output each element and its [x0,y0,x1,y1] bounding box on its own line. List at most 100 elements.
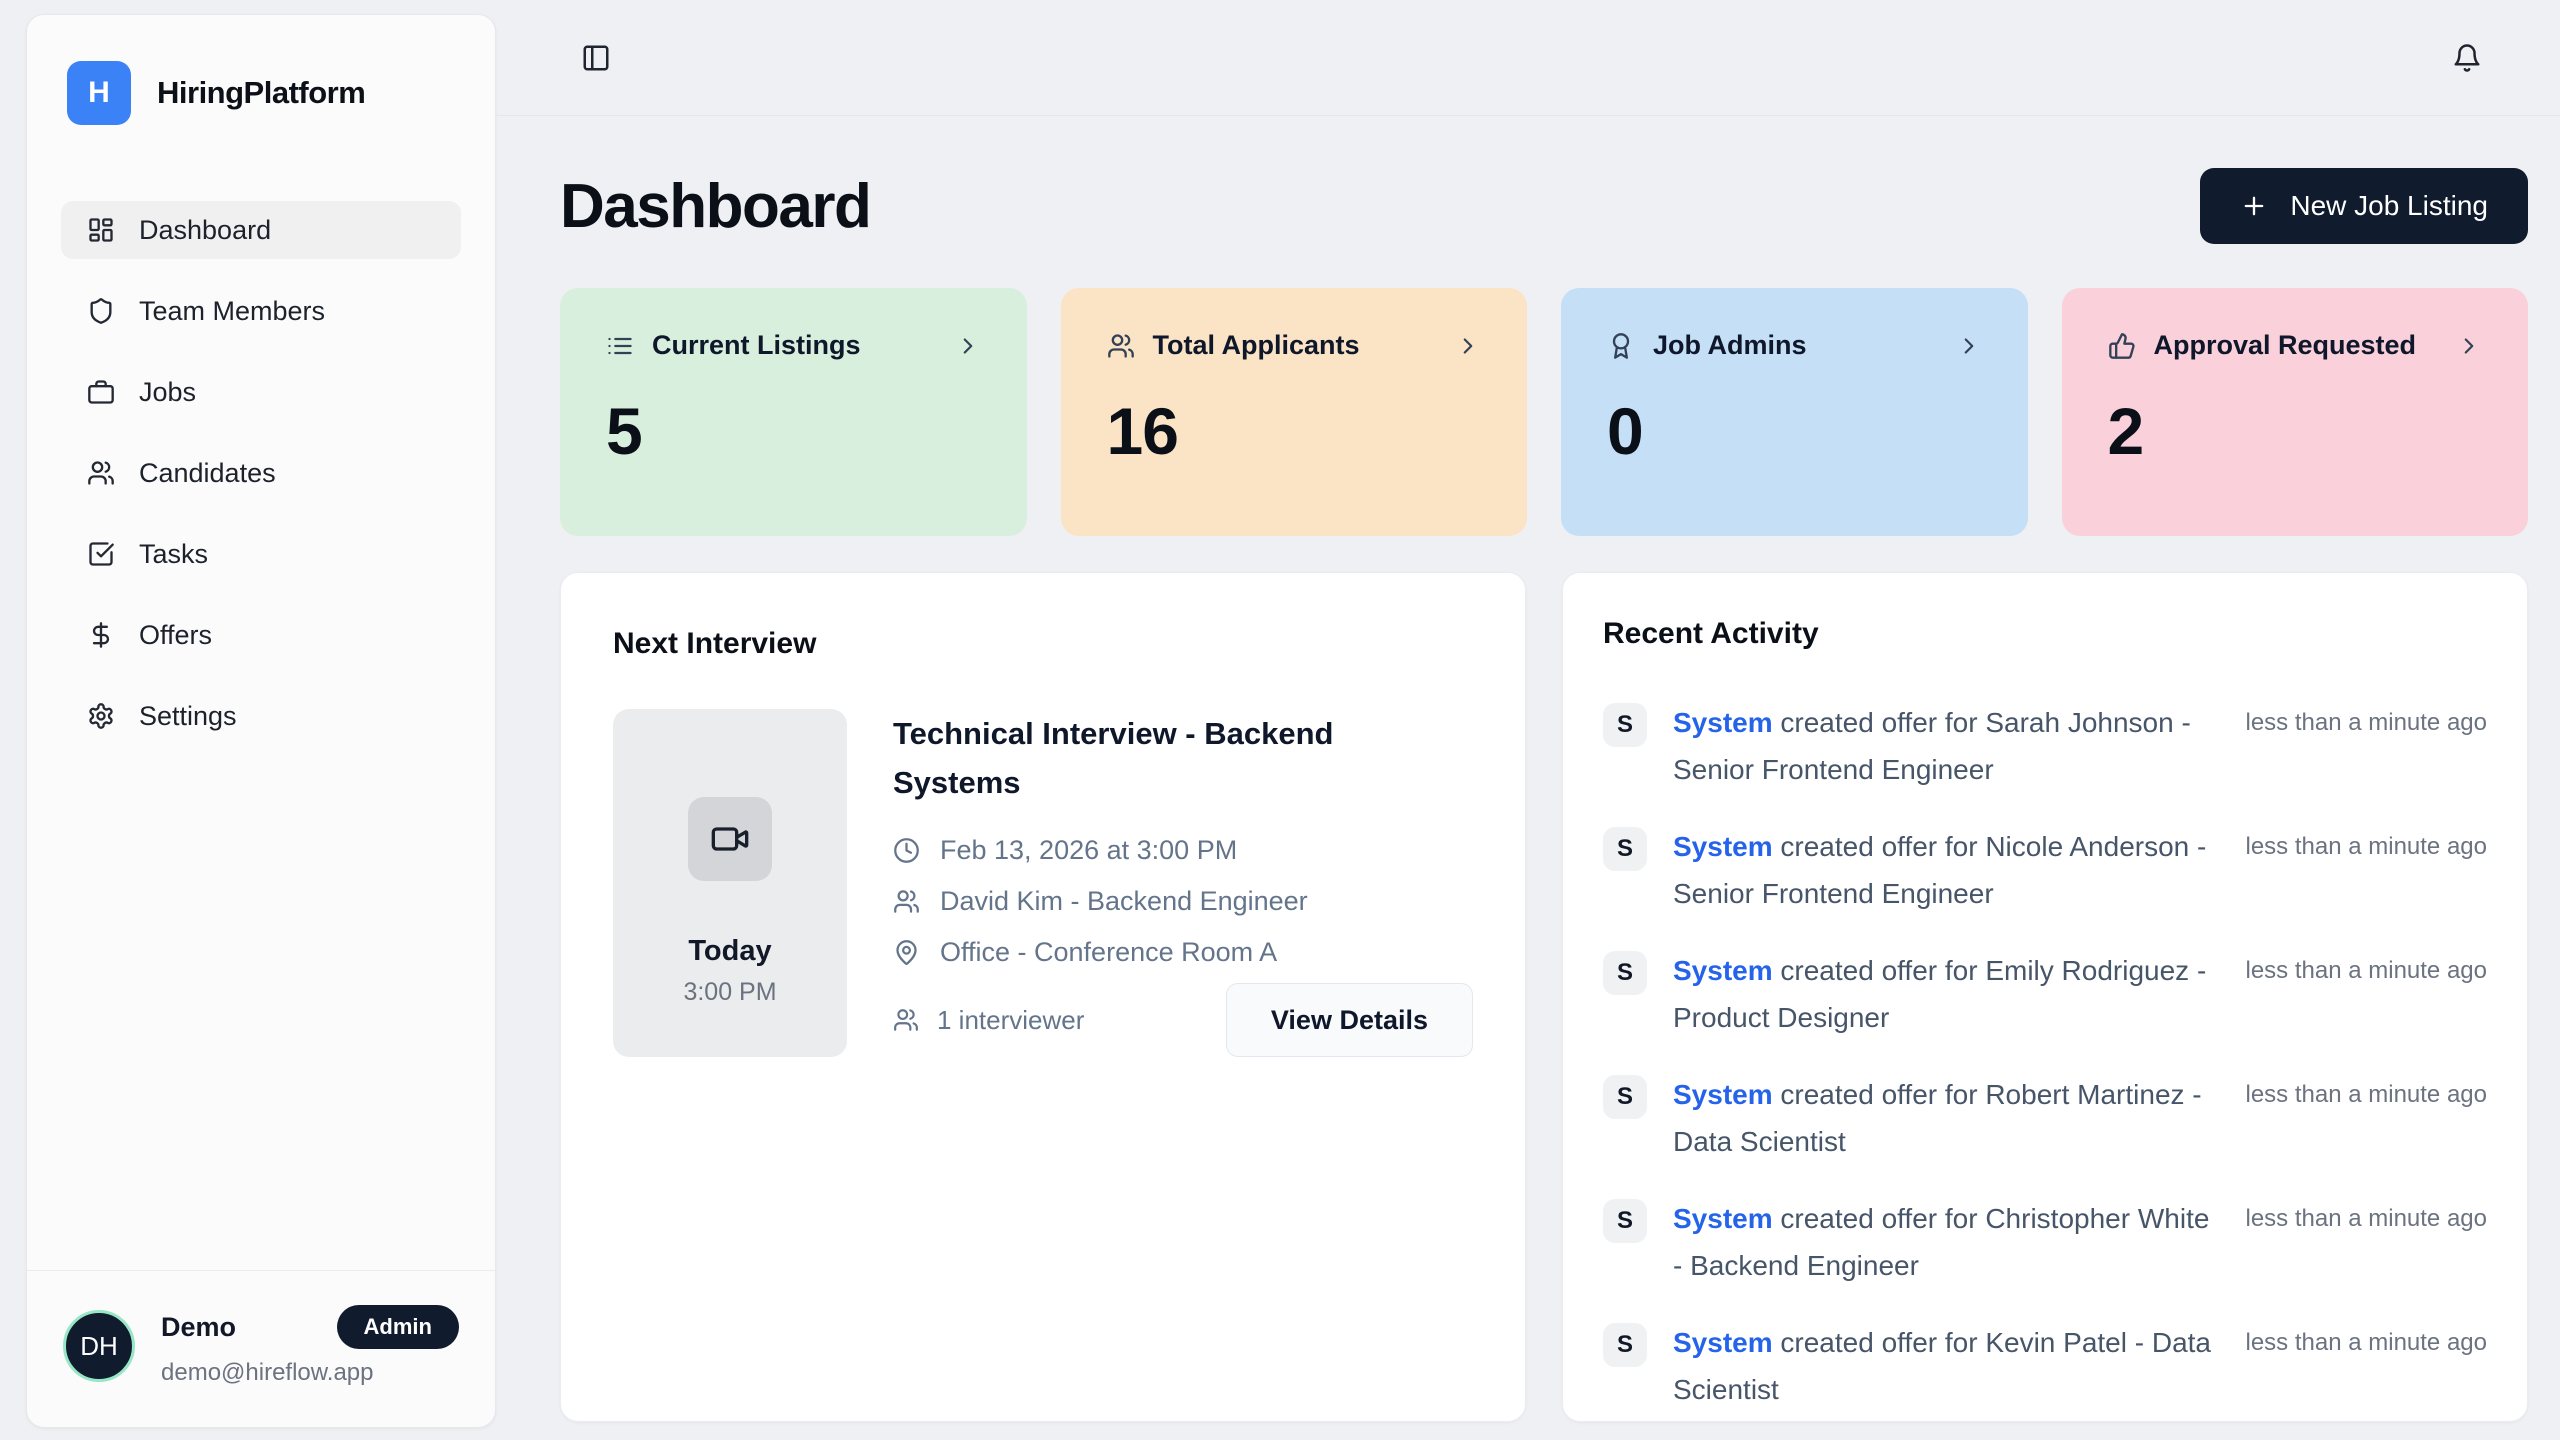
shield-icon [90,298,112,324]
interviewer-count: 1 interviewer [893,1005,1084,1036]
sidebar-item-label: Team Members [139,295,326,326]
stat-value: 5 [606,394,643,468]
sidebar-item-label: Jobs [139,376,197,407]
new-job-listing-button[interactable]: New Job Listing [2200,168,2528,244]
sidebar-toggle-button[interactable] [575,37,617,79]
panel-left-icon [583,45,609,70]
activity-text: System created offer for Nicole Anderson… [1673,831,2207,909]
activity-item[interactable]: S System created offer for Christopher W… [1603,1195,2487,1289]
award-icon [1612,332,1630,359]
stat-card-job-admins[interactable]: Job Admins 0 [1561,288,2028,536]
actor-link[interactable]: System [1673,1327,1773,1358]
sidebar-item-jobs[interactable]: Jobs [61,363,461,421]
sidebar-item-label: Dashboard [139,214,272,245]
interview-datetime: Feb 13, 2026 at 3:00 PM [940,835,1238,865]
user-section[interactable]: DH Demo Admin demo@hireflow.app [27,1270,495,1427]
activity-timestamp: less than a minute ago [2245,1205,2488,1232]
topbar [497,0,2560,116]
activity-item[interactable]: S System created offer for Kevin Patel -… [1603,1319,2487,1413]
new-job-listing-label: New Job Listing [2290,190,2488,221]
user-meta: Demo Admin demo@hireflow.app [161,1305,459,1387]
activity-text: System created offer for Emily Rodriguez… [1673,955,2207,1033]
interview-time-tile: Today 3:00 PM [613,709,847,1057]
chevron-right-icon [2456,333,2482,359]
sidebar-item-settings[interactable]: Settings [61,687,461,745]
stats-row: Current Listings 5 Total Applicants 16 [560,288,2528,536]
stat-value: 16 [1106,394,1179,468]
actor-link[interactable]: System [1673,831,1773,862]
page-title: Dashboard [560,171,872,241]
activity-text: System created offer for Kevin Patel - D… [1673,1327,2212,1405]
sidebar-item-label: Candidates [139,457,276,488]
brand: H HiringPlatform [27,15,495,125]
user-email: demo@hireflow.app [161,1359,374,1386]
sidebar-item-offers[interactable]: Offers [61,606,461,664]
bell-icon [2454,43,2480,72]
sidebar-item-tasks[interactable]: Tasks [61,525,461,583]
brand-logo: H [67,61,131,125]
role-badge: Admin [336,1305,459,1349]
stat-label: Current Listings [652,330,861,360]
view-details-button[interactable]: View Details [1225,983,1473,1057]
sidebar-nav: Dashboard Team Members Jobs Candidates [27,201,495,745]
next-interview-title: Next Interview [613,627,817,660]
dollar-icon [92,622,110,648]
activity-text: System created offer for Robert Martinez… [1673,1079,2202,1157]
actor-avatar: S [1603,827,1647,871]
actor-avatar: S [1603,951,1647,995]
interview-person: David Kim - Backend Engineer [940,886,1308,916]
clock-icon [894,838,919,863]
activity-timestamp: less than a minute ago [2245,957,2488,984]
activity-text: System created offer for Christopher Whi… [1673,1203,2210,1281]
users-icon [894,1009,918,1031]
panels-row: Next Interview Today 3:00 PM Technical I… [560,572,2528,1422]
users-icon [1107,333,1134,358]
interview-day: Today [688,935,772,967]
activity-item[interactable]: S System created offer for Robert Martin… [1603,1071,2487,1165]
actor-avatar: S [1603,703,1647,747]
sidebar-item-dashboard[interactable]: Dashboard [61,201,461,259]
actor-avatar: S [1603,1199,1647,1243]
sidebar-item-label: Offers [139,619,213,650]
activity-item[interactable]: S System created offer for Nicole Anders… [1603,823,2487,917]
activity-text: System created offer for Sarah Johnson -… [1673,707,2191,785]
sidebar-item-team-members[interactable]: Team Members [61,282,461,340]
users-icon [88,461,114,485]
notifications-button[interactable] [2446,37,2488,79]
next-interview-card: Next Interview Today 3:00 PM Technical I… [560,572,1526,1422]
activity-list: S System created offer for Sarah Johnson… [1603,699,2487,1413]
activity-item[interactable]: S System created offer for Emily Rodrigu… [1603,947,2487,1041]
interview-datetime-row: Feb 13, 2026 at 3:00 PM [893,835,1473,866]
briefcase-icon [88,380,114,404]
sidebar-item-label: Tasks [139,538,209,569]
actor-link[interactable]: System [1673,1079,1773,1110]
sidebar-item-candidates[interactable]: Candidates [61,444,461,502]
stat-label: Job Admins [1653,330,1807,360]
actor-link[interactable]: System [1673,1203,1773,1234]
stat-card-approval-requested[interactable]: Approval Requested 2 [2061,288,2528,536]
plus-icon [2245,196,2264,216]
stat-card-current-listings[interactable]: Current Listings 5 [560,288,1027,536]
interview-details: Technical Interview - Backend Systems Fe… [893,709,1473,1057]
actor-link[interactable]: System [1673,707,1773,738]
main-content: Dashboard New Job Listing Current Listin… [497,116,2560,1440]
interviewer-count-label: 1 interviewer [937,1004,1085,1035]
sidebar: H HiringPlatform Dashboard Team Members … [26,14,496,1428]
activity-timestamp: less than a minute ago [2245,1081,2488,1108]
users-icon [894,890,919,913]
stat-label: Total Applicants [1152,330,1360,360]
interview-time: 3:00 PM [683,978,777,1006]
stat-card-total-applicants[interactable]: Total Applicants 16 [1060,288,1527,536]
stat-value: 2 [2107,394,2145,468]
interview-location-row: Office - Conference Room A [893,937,1473,968]
video-camera-icon [711,827,749,851]
user-name: Demo [161,1311,237,1342]
activity-timestamp: less than a minute ago [2245,1329,2488,1356]
thumbs-up-icon [2108,332,2135,359]
activity-timestamp: less than a minute ago [2245,709,2488,736]
activity-item[interactable]: S System created offer for Sarah Johnson… [1603,699,2487,793]
page-header: Dashboard New Job Listing [560,168,2528,244]
actor-link[interactable]: System [1673,955,1773,986]
actor-avatar: S [1603,1323,1647,1367]
list-icon [608,337,632,354]
